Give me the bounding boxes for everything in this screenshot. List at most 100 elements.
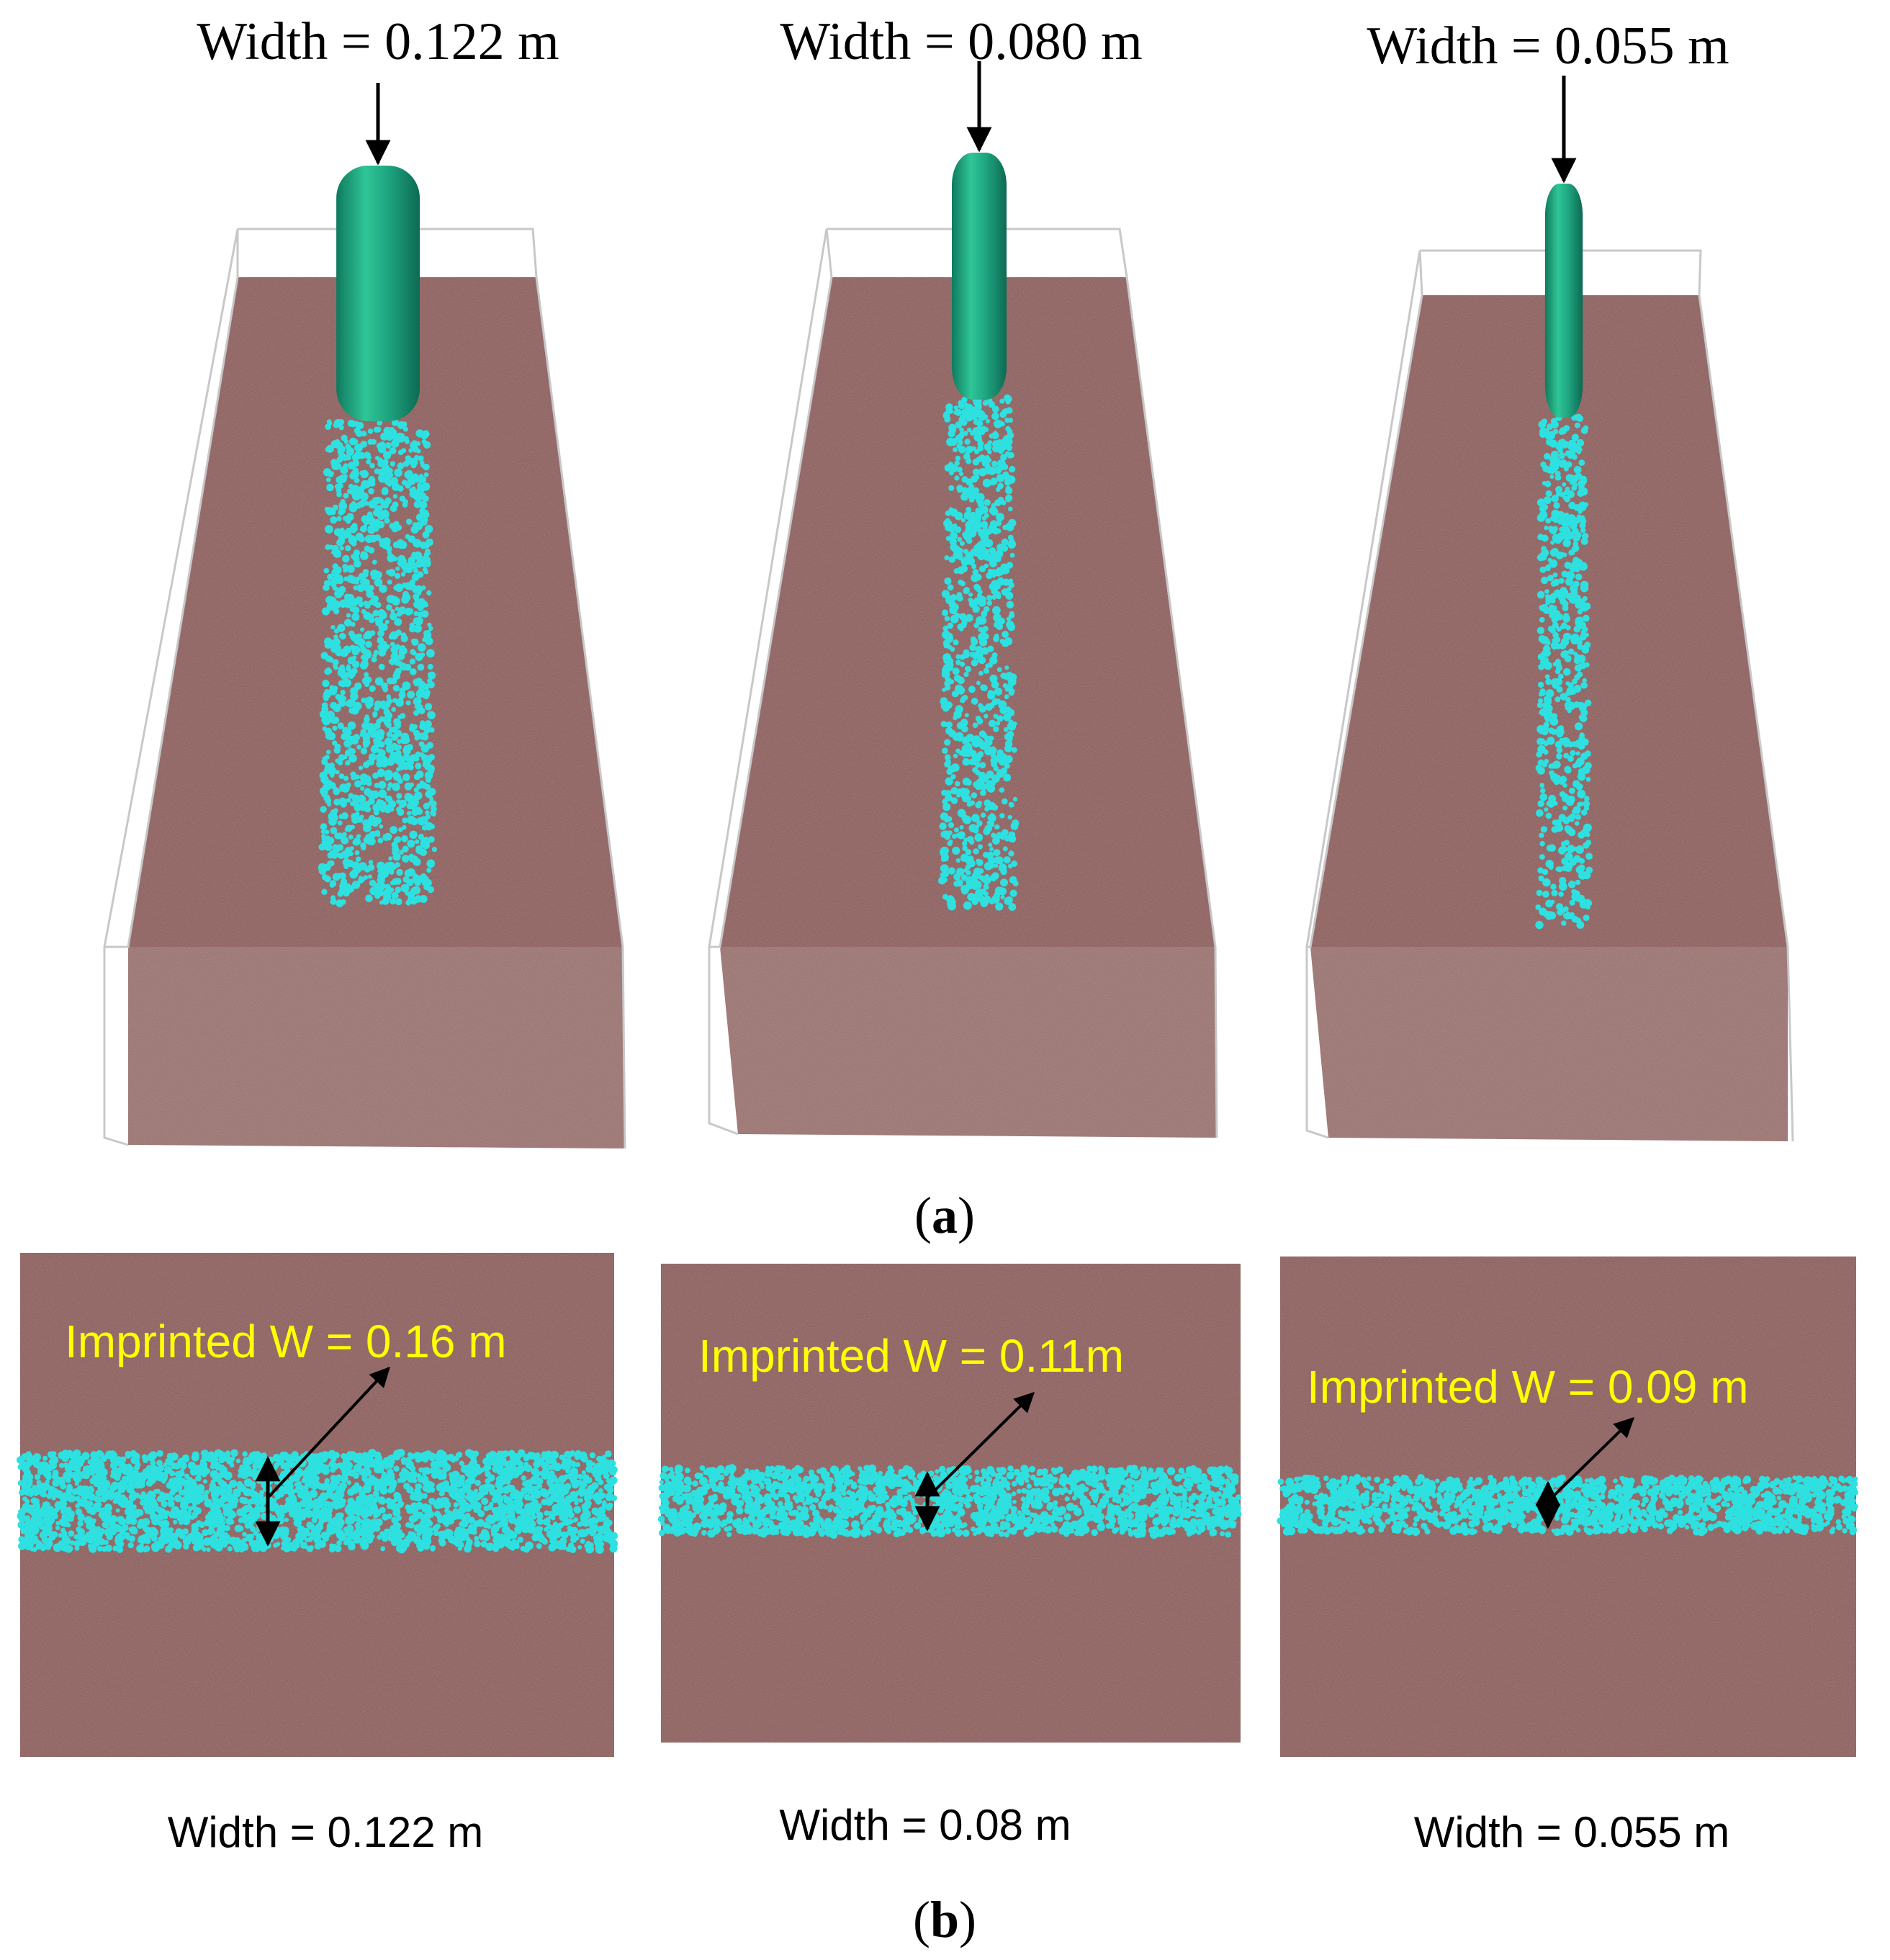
track-particle	[354, 477, 360, 483]
track-particle	[427, 664, 433, 670]
track-particle	[994, 863, 999, 868]
track-particle	[410, 668, 417, 675]
track-particle	[409, 579, 415, 585]
track-particle	[1571, 889, 1577, 894]
panel-b-1: Imprinted W = 0.16 m Width = 0.122 m	[16, 1253, 618, 1856]
track-particle	[393, 773, 402, 781]
track-particle	[941, 590, 950, 598]
track-particle	[337, 722, 344, 729]
track-particle	[1551, 509, 1560, 518]
track-particle	[390, 608, 395, 614]
track-particle	[366, 459, 372, 465]
track-particle	[1575, 845, 1585, 854]
track-particle	[394, 618, 402, 626]
track-particle	[984, 885, 989, 890]
track-particle	[1562, 482, 1567, 487]
track-particle	[379, 900, 384, 905]
track-particle	[384, 884, 391, 890]
track-particle	[399, 850, 404, 855]
track-particle	[1569, 515, 1576, 522]
imprint-particle	[248, 1452, 256, 1459]
track-particle	[408, 457, 415, 464]
track-particle	[1551, 713, 1558, 719]
track-particle	[955, 832, 960, 838]
track-particle	[977, 800, 982, 806]
imprint-particle	[464, 1545, 472, 1553]
track-particle	[426, 859, 436, 868]
track-particle	[976, 718, 984, 725]
track-particle	[345, 545, 351, 552]
track-particle	[1580, 603, 1589, 612]
track-particle	[412, 522, 418, 527]
track-particle	[406, 811, 412, 816]
track-particle	[948, 898, 956, 907]
imprint-particle	[102, 1482, 109, 1489]
track-particle	[431, 847, 438, 853]
track-particle	[395, 898, 402, 906]
track-particle	[328, 860, 335, 867]
track-particle	[364, 672, 369, 678]
track-particle	[1536, 809, 1544, 817]
track-particle	[967, 836, 973, 842]
track-particle	[362, 775, 372, 784]
track-particle	[965, 526, 972, 534]
track-particle	[1542, 503, 1549, 511]
track-particle	[1578, 503, 1587, 511]
track-particle	[424, 703, 433, 711]
track-particle	[952, 667, 960, 675]
track-particle	[386, 694, 391, 699]
track-particle	[1002, 631, 1009, 638]
track-particle	[358, 500, 366, 508]
track-particle	[423, 541, 431, 549]
imprint-particle	[204, 1498, 213, 1508]
track-particle	[983, 526, 988, 531]
imprint-particle	[145, 1498, 151, 1503]
imprint-particle	[227, 1546, 233, 1552]
track-particle	[1575, 616, 1584, 626]
track-particle	[1564, 632, 1572, 641]
track-particle	[957, 440, 963, 446]
track-particle	[956, 721, 965, 729]
imprint-particle	[82, 1452, 90, 1460]
track-particle	[413, 567, 419, 574]
track-particle	[1556, 752, 1562, 760]
track-particle	[386, 731, 392, 737]
track-particle	[999, 398, 1005, 404]
imprint-particle	[377, 1496, 386, 1504]
track-particle	[431, 804, 436, 810]
track-particle	[358, 601, 364, 608]
track-particle	[378, 789, 387, 799]
track-particle	[330, 516, 338, 524]
track-particle	[384, 737, 393, 746]
track-particle	[1583, 425, 1589, 431]
imprint-particle	[593, 1518, 599, 1524]
track-particle	[414, 839, 420, 845]
imprint-particle	[420, 1457, 426, 1462]
imprint-particle	[34, 1474, 41, 1480]
imprint-particle	[135, 1473, 143, 1481]
track-particle	[379, 824, 384, 829]
imprint-particle	[276, 1542, 281, 1547]
imprint-particle	[99, 1467, 108, 1477]
imprint-particle	[183, 1480, 189, 1486]
track-particle	[1578, 701, 1583, 708]
track-particle	[1535, 904, 1542, 910]
track-particle	[1002, 798, 1008, 805]
track-particle	[956, 881, 963, 887]
track-particle	[978, 656, 986, 665]
imprint-particle	[592, 1494, 598, 1499]
imprint-particle	[390, 1529, 397, 1537]
track-particle	[942, 412, 950, 420]
track-particle	[337, 852, 345, 860]
track-particle	[424, 548, 431, 554]
track-particle	[1536, 590, 1545, 599]
track-particle	[1544, 758, 1549, 764]
track-particle	[364, 788, 370, 794]
imprint-particle	[477, 1493, 483, 1499]
track-particle	[410, 649, 416, 655]
imprint-particle	[38, 1523, 45, 1530]
track-particle	[1536, 513, 1546, 522]
track-particle	[1538, 875, 1544, 881]
track-particle	[944, 856, 949, 861]
track-particle	[347, 721, 356, 730]
